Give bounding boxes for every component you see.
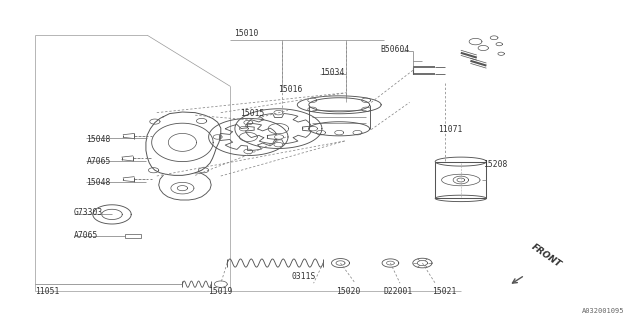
Text: A7065: A7065 bbox=[74, 231, 98, 240]
Text: 15015: 15015 bbox=[240, 109, 264, 118]
Bar bbox=[125, 234, 141, 238]
Text: D22001: D22001 bbox=[384, 287, 413, 296]
Text: 15208: 15208 bbox=[483, 160, 508, 169]
Text: 15034: 15034 bbox=[320, 68, 344, 76]
Text: FRONT: FRONT bbox=[530, 242, 563, 269]
Text: 11051: 11051 bbox=[35, 287, 60, 296]
Bar bbox=[435, 162, 486, 198]
Text: 15010: 15010 bbox=[234, 29, 258, 38]
Text: 15016: 15016 bbox=[278, 85, 303, 94]
Text: 15020: 15020 bbox=[336, 287, 360, 296]
Text: B50604: B50604 bbox=[381, 45, 410, 54]
Text: 15048: 15048 bbox=[86, 135, 111, 144]
Text: A7065: A7065 bbox=[86, 157, 111, 166]
Text: G73303: G73303 bbox=[74, 208, 103, 217]
Text: 15021: 15021 bbox=[432, 287, 456, 296]
Text: 0311S: 0311S bbox=[291, 272, 316, 281]
Text: 11071: 11071 bbox=[438, 125, 463, 134]
Text: A032001095: A032001095 bbox=[582, 308, 624, 314]
Text: 15019: 15019 bbox=[208, 287, 232, 296]
Text: 15048: 15048 bbox=[86, 178, 111, 187]
